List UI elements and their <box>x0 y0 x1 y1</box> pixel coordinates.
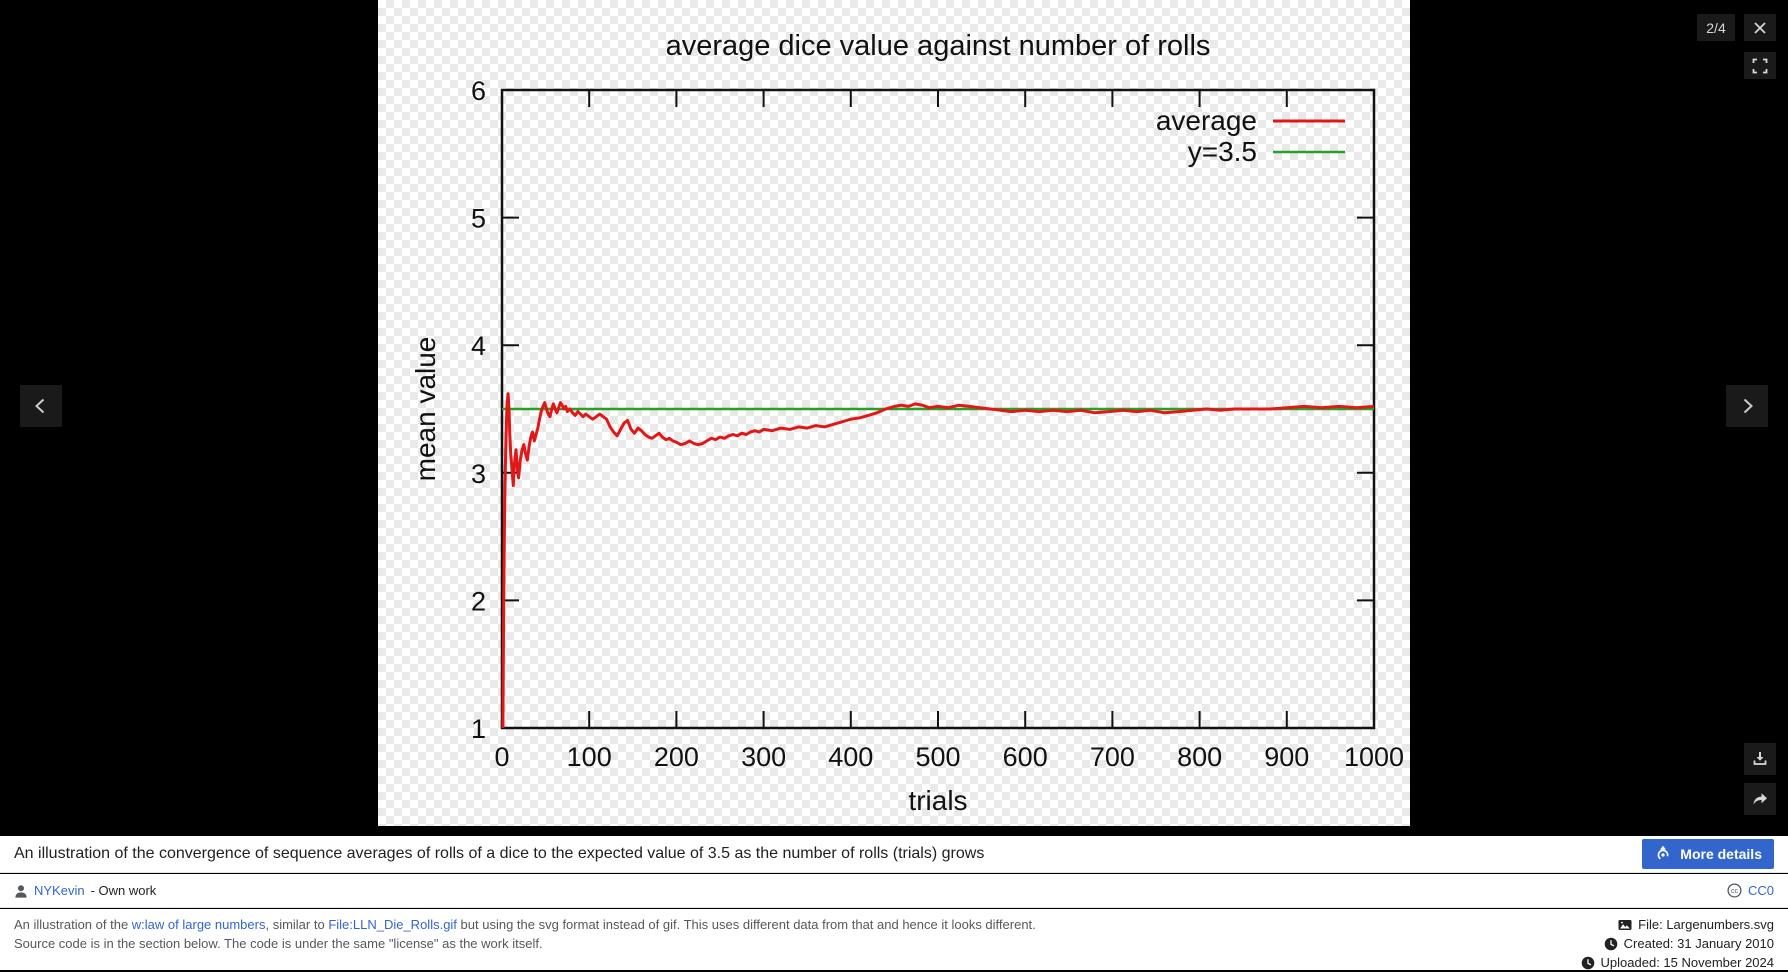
download-icon <box>1753 752 1767 765</box>
own-work-label: - Own work <box>90 883 157 898</box>
details-panel: An illustration of the w:law of large nu… <box>0 909 1788 970</box>
share-button[interactable] <box>1744 783 1776 815</box>
more-details-button[interactable]: More details <box>1642 839 1774 869</box>
file-description: An illustration of the w:law of large nu… <box>14 915 1036 970</box>
chart-xlabel: trials <box>908 785 967 816</box>
svg-text:2: 2 <box>471 586 486 616</box>
more-details-label: More details <box>1680 846 1762 862</box>
share-icon <box>1753 793 1767 805</box>
chevron-left-icon <box>35 398 45 414</box>
image-icon <box>1618 919 1632 930</box>
law-of-large-numbers-link[interactable]: w:law of large numbers <box>131 917 266 932</box>
image-canvas[interactable]: average dice value against number of rol… <box>378 0 1410 826</box>
svg-text:800: 800 <box>1177 742 1222 772</box>
close-button[interactable] <box>1744 14 1776 41</box>
svg-text:0: 0 <box>494 742 509 772</box>
chart-title: average dice value against number of rol… <box>666 30 1211 62</box>
meta-bar: NYKevin - Own work cc CC0 <box>0 874 1788 908</box>
caption-bar: An illustration of the convergence of se… <box>0 836 1788 873</box>
svg-text:300: 300 <box>741 742 786 772</box>
image-caption: An illustration of the convergence of se… <box>14 845 985 862</box>
svg-text:100: 100 <box>567 742 612 772</box>
created-row: Created: 31 January 2010 <box>1581 934 1774 953</box>
lln-die-rolls-link[interactable]: File:LLN_Die_Rolls.gif <box>328 917 457 932</box>
svg-text:5: 5 <box>471 204 486 234</box>
svg-text:1000: 1000 <box>1344 742 1404 772</box>
chart-svg: average dice value against number of rol… <box>410 30 1404 816</box>
description-text-line2: Source code is in the section below. The… <box>14 936 543 951</box>
uploaded-row: Uploaded: 15 November 2024 <box>1581 953 1774 972</box>
svg-text:4: 4 <box>471 331 486 361</box>
svg-text:200: 200 <box>654 742 699 772</box>
svg-text:6: 6 <box>471 76 486 106</box>
author-link[interactable]: NYKevin <box>34 883 85 898</box>
download-button[interactable] <box>1744 743 1776 775</box>
svg-text:3: 3 <box>471 459 486 489</box>
svg-text:600: 600 <box>1003 742 1048 772</box>
fullscreen-button[interactable] <box>1744 52 1776 79</box>
file-info: File: Largenumbers.svg Created: 31 Janua… <box>1581 915 1774 970</box>
prev-image-button[interactable] <box>20 385 62 427</box>
svg-text:700: 700 <box>1090 742 1135 772</box>
description-text: but using the svg format instead of gif.… <box>456 917 1036 932</box>
svg-text:cc: cc <box>1731 888 1739 895</box>
media-viewer-stage: average dice value against number of rol… <box>20 0 1776 826</box>
creative-commons-icon: cc <box>1727 883 1742 898</box>
description-text: An illustration of the <box>14 917 132 932</box>
license-link[interactable]: CC0 <box>1747 883 1774 898</box>
image-counter: 2/4 <box>1697 14 1735 41</box>
svg-text:1: 1 <box>471 714 486 744</box>
clock-icon <box>1581 956 1594 969</box>
file-name-row: File: Largenumbers.svg <box>1581 915 1774 934</box>
next-image-button[interactable] <box>1726 385 1768 427</box>
legend-label: average <box>1156 105 1257 136</box>
uploaded-date: Uploaded: 15 November 2024 <box>1600 955 1774 970</box>
chart-ylabel: mean value <box>410 337 441 482</box>
svg-text:900: 900 <box>1264 742 1309 772</box>
user-icon <box>15 884 27 898</box>
commons-logo-icon <box>1657 845 1669 861</box>
series-average <box>501 392 1375 729</box>
fullscreen-icon <box>1752 58 1768 73</box>
description-text: , similar to <box>265 917 329 932</box>
svg-text:400: 400 <box>828 742 873 772</box>
file-name: File: Largenumbers.svg <box>1638 917 1774 932</box>
svg-text:500: 500 <box>915 742 960 772</box>
created-date: Created: 31 January 2010 <box>1623 936 1774 951</box>
chevron-right-icon <box>1743 398 1753 414</box>
close-icon <box>1754 21 1766 34</box>
legend-label: y=3.5 <box>1188 136 1257 167</box>
clock-icon <box>1604 937 1617 950</box>
